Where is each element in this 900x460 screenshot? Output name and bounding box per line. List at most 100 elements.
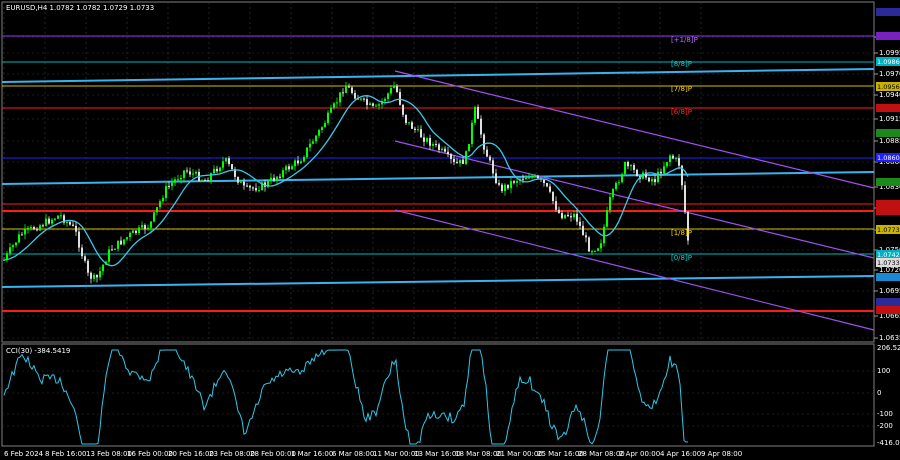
candle-body [438,144,440,150]
candle-body [129,232,131,238]
candle-body [576,213,578,222]
candle-body [399,91,401,105]
candle-body [501,184,503,192]
price-tick-label: 1.0915 [879,115,900,123]
candle-body [84,256,86,261]
candle-body [312,141,314,144]
candle-body [156,207,158,213]
candle-body [33,227,35,230]
murrey-label-1-8: [1/8]P [671,229,692,237]
candle-body [507,184,509,189]
candle-body [51,219,53,224]
candle-body [213,168,215,174]
candle-body [450,154,452,159]
candle-body [123,239,125,245]
candle-body [630,165,632,167]
candle-body [336,102,338,104]
candle-body [144,225,146,230]
candle-body [390,88,392,94]
price-tick-label: 1.0830 [879,183,900,191]
candle-body [153,212,155,222]
candle-body [585,235,587,238]
candle-body [102,264,104,272]
murrey-label-6-8: [6/8]P [671,108,692,116]
candle-body [120,240,122,245]
candle-body [510,181,512,189]
time-tick-label: 11 Mar 00:00 [373,450,420,458]
box-red-1 [876,104,900,112]
chart-header: EURUSD,H4 1.0782 1.0782 1.0729 1.0733 [6,4,154,12]
candle-body [261,182,263,191]
candle-body [228,158,230,165]
candle-body [654,179,656,183]
channel-middle-line [394,140,875,259]
price-box-6-label: 1.0733 [877,259,900,267]
candle-body [354,93,356,99]
candle-body [195,171,197,174]
level-lines [1,35,875,331]
candle-body [513,181,515,183]
candle-body [366,99,368,105]
time-tick-label: 6 Feb 2024 [4,450,44,458]
murrey-label-8-8: [8/8]P [671,60,692,68]
candle-body [27,227,29,229]
candle-body [93,274,95,279]
candle-body [159,201,161,208]
candle-body [624,161,626,175]
candle-body [429,138,431,146]
candle-body [294,160,296,167]
cci-panel[interactable] [1,343,875,447]
time-tick-label: 25 Mar 16:00 [537,450,584,458]
candle-body [426,138,428,142]
cci-tick-label: -416.0281 [877,439,900,447]
candle-body [192,173,194,175]
candle-body [612,189,614,198]
box-green-1 [876,129,900,137]
candle-body [276,176,278,181]
candle-body [183,170,185,178]
candle-body [174,179,176,183]
candle-body [588,237,590,252]
candle-body [255,187,257,191]
candle-body [321,127,323,130]
candle-body [54,218,56,220]
candle-body [378,104,380,106]
candle-body [288,166,290,170]
candle-body [24,228,26,235]
cci-grid [2,370,874,427]
candle-body [39,225,41,231]
price-tick-label: 1.0940 [879,91,900,99]
cci-line [3,348,688,445]
candle-body [180,177,182,180]
candle-body [18,234,20,243]
candle-body [402,104,404,115]
time-tick-label: 18 Mar 08:00 [455,450,502,458]
candle-body [483,134,485,150]
candle-body [570,216,572,218]
box-top-blue [876,8,900,16]
time-tick-label: 1 Mar 16:00 [291,450,333,458]
candle-body [219,167,221,172]
candle-body [150,221,152,228]
candle-body [90,272,92,279]
candle-body [12,245,14,248]
candle-body [369,103,371,105]
candle-body [210,173,212,181]
candle-body [489,156,491,161]
candle-body [666,162,668,167]
candle-body [45,218,47,226]
candle-body [621,174,623,183]
candle-body [480,118,482,135]
price-boxes: 1.0986 1.0956 1.0860 1.0773 1.0742 1.073… [876,8,900,314]
candle-body [108,249,110,262]
price-box-3-label: 1.0860 [877,154,900,162]
candle-body [303,157,305,162]
time-tick-label: 4 Apr 16:00 [660,450,701,458]
box-red-2 [876,200,900,208]
candle-body [318,129,320,136]
candle-body [582,225,584,236]
candle-body [456,161,458,164]
candle-body [495,173,497,184]
